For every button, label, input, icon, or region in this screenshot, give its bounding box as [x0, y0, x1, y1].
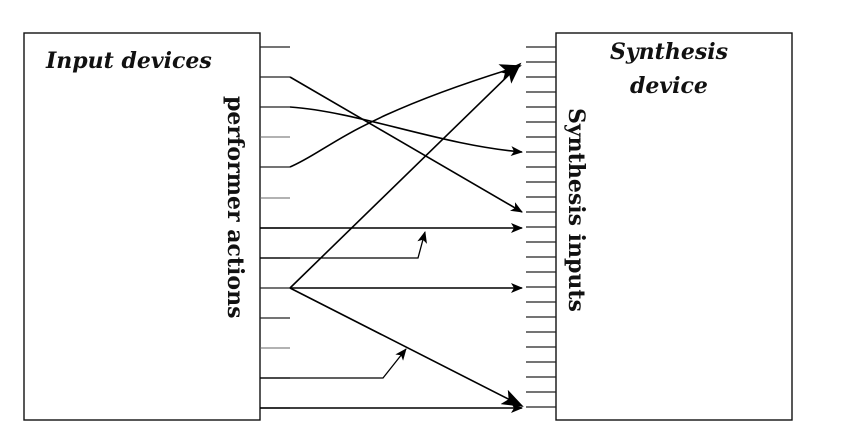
mapping-arrow: [289, 106, 523, 157]
mapping-arrow: [289, 62, 522, 289]
mapping-connections: [260, 62, 524, 413]
input-devices-title: Input devices: [45, 48, 212, 74]
synthesis-device-box: Synthesis device Synthesis inputs: [555, 32, 793, 421]
synthesis-device-title-line2: device: [630, 73, 708, 99]
performer-actions-label: performer actions: [222, 96, 248, 318]
synthesis-input-stubs: [526, 46, 556, 408]
input-devices-box: Input devices performer actions: [23, 32, 261, 421]
converging-arrow: [260, 348, 407, 379]
mapping-arrow: [289, 64, 522, 168]
synthesis-inputs-label: Synthesis inputs: [563, 108, 589, 312]
mapping-arrow: [289, 76, 523, 213]
synthesis-device-title-line1: Synthesis: [610, 39, 728, 65]
mapping-arrow: [289, 287, 524, 407]
converging-arrow: [260, 231, 427, 259]
